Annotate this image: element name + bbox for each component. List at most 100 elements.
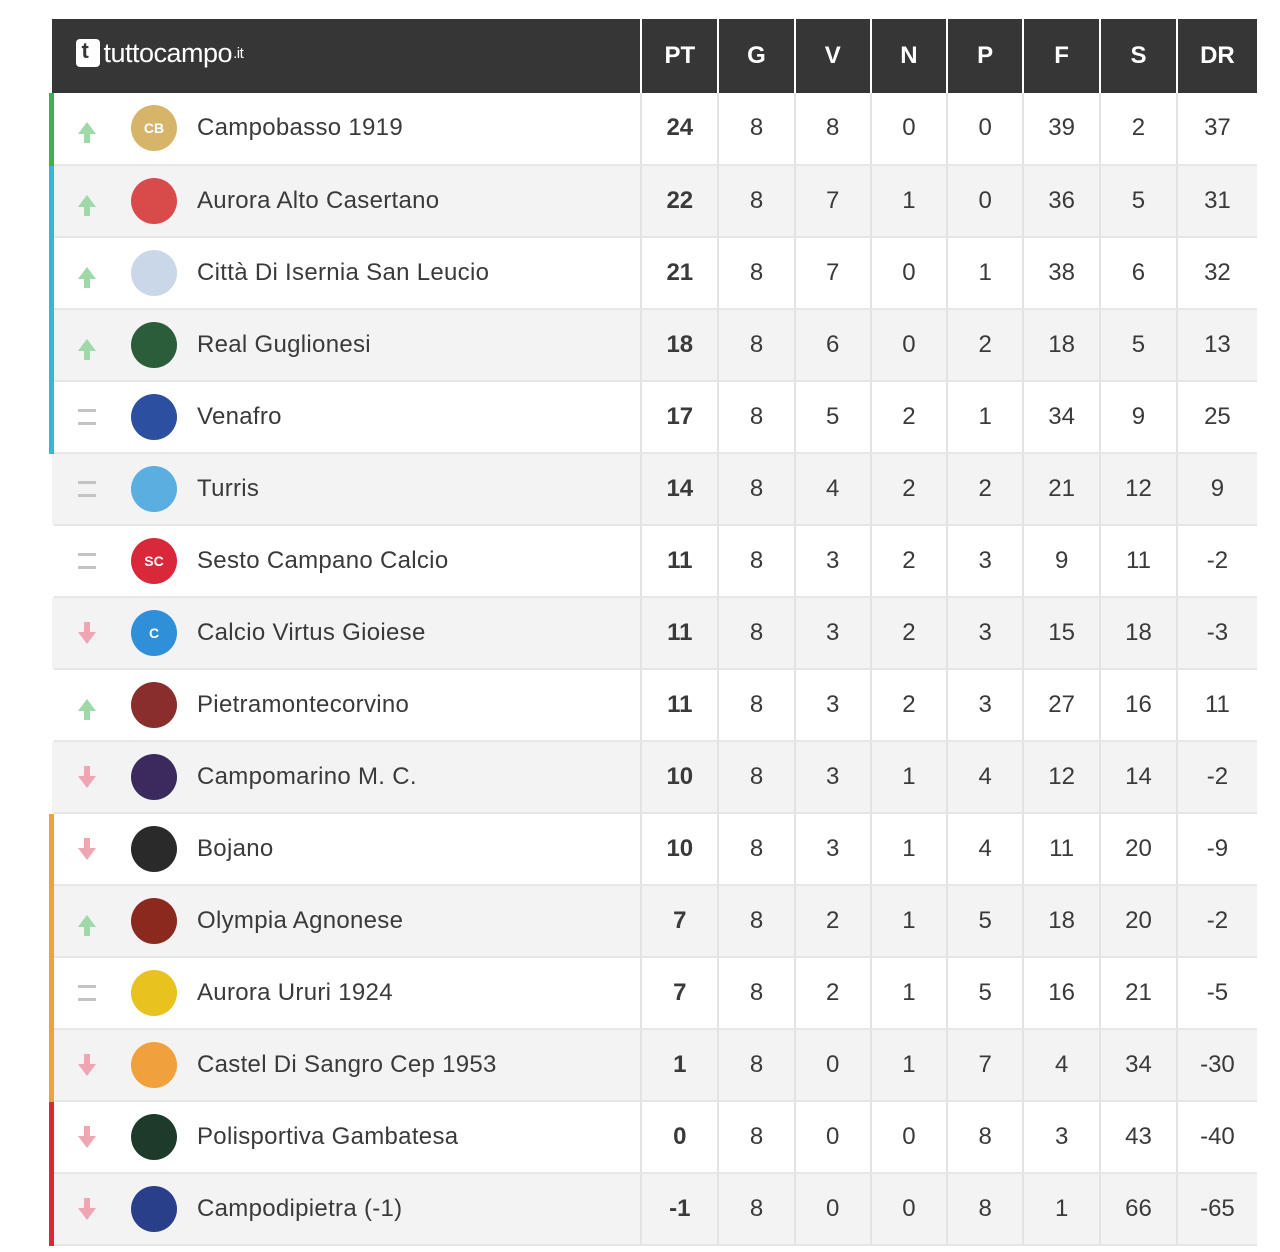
team-name[interactable]: Real Guglionesi <box>197 330 371 358</box>
stat-goal-difference: 25 <box>1175 380 1257 454</box>
stat-goals-for: 16 <box>1022 956 1101 1030</box>
table-row[interactable]: Campodipietra (-1) -1 8 0 0 8 1 66 -65 <box>49 1172 1257 1246</box>
column-header-pt[interactable]: PT <box>640 19 719 93</box>
table-row[interactable]: Castel Di Sangro Cep 1953 1 8 0 1 7 4 34 -30 <box>49 1028 1257 1102</box>
stat-goals-for: 11 <box>1022 812 1101 886</box>
stat-goals-against: 5 <box>1099 164 1177 238</box>
team-name[interactable]: Campobasso 1919 <box>197 114 403 142</box>
team-name[interactable]: Campodipietra (-1) <box>197 1194 403 1222</box>
team-name[interactable]: Pietramontecorvino <box>197 690 410 718</box>
team-name[interactable]: Castel Di Sangro Cep 1953 <box>197 1050 497 1078</box>
trend-indicator <box>76 765 98 788</box>
team-cell: Aurora Alto Casertano <box>49 164 642 238</box>
stat-won: 7 <box>793 236 871 310</box>
team-name[interactable]: Venafro <box>197 402 282 430</box>
stat-goals-for: 21 <box>1022 452 1101 526</box>
stat-goals-for: 3 <box>1022 1100 1101 1174</box>
table-row[interactable]: Campomarino M. C. 10 8 3 1 4 12 14 -2 <box>51 740 1257 814</box>
team-name[interactable]: Polisportiva Gambatesa <box>197 1122 459 1150</box>
table-row[interactable]: Venafro 17 8 5 2 1 34 9 25 <box>49 380 1257 454</box>
stat-points: 21 <box>640 236 719 310</box>
stat-drawn: 1 <box>869 884 948 958</box>
stat-drawn: 2 <box>869 452 948 526</box>
column-header-f[interactable]: F <box>1022 19 1101 93</box>
stat-goals-against: 21 <box>1099 956 1177 1030</box>
table-row[interactable]: Aurora Ururi 1924 7 8 2 1 5 16 21 -5 <box>49 956 1257 1030</box>
stat-goals-against: 16 <box>1099 668 1177 742</box>
arrow-up-icon <box>78 194 96 216</box>
team-cell: SC Sesto Campano Calcio <box>51 524 642 598</box>
stat-won: 6 <box>793 308 871 382</box>
table-row[interactable]: Turris 14 8 4 2 2 21 12 9 <box>51 452 1257 526</box>
stat-points: 11 <box>640 668 719 742</box>
tuttocampo-logo-icon <box>75 38 100 68</box>
team-name[interactable]: Calcio Virtus Gioiese <box>197 618 426 646</box>
stat-won: 2 <box>793 884 871 958</box>
column-header-v[interactable]: V <box>793 19 871 93</box>
stat-drawn: 1 <box>869 1028 948 1102</box>
brand-name: tuttocampo <box>103 37 233 68</box>
column-header-g[interactable]: G <box>717 19 795 93</box>
table-row[interactable]: Real Guglionesi 18 8 6 0 2 18 5 13 <box>49 308 1257 382</box>
stat-goals-against: 2 <box>1099 93 1177 166</box>
stat-goals-against: 9 <box>1099 380 1177 454</box>
stat-goals-for: 18 <box>1022 884 1101 958</box>
trend-indicator <box>76 1053 98 1076</box>
column-header-p[interactable]: P <box>946 19 1024 93</box>
stat-won: 5 <box>793 380 871 454</box>
team-name[interactable]: Bojano <box>197 834 274 862</box>
stat-points: 11 <box>640 596 719 670</box>
team-name[interactable]: Aurora Ururi 1924 <box>197 978 393 1006</box>
stat-points: 0 <box>640 1100 719 1174</box>
table-row[interactable]: C Calcio Virtus Gioiese 11 8 3 2 3 15 18 -3 <box>51 596 1257 670</box>
tuttocampo-logo[interactable]: tuttocampo.it <box>75 37 244 69</box>
stat-played: 8 <box>717 1028 795 1102</box>
column-header-s[interactable]: S <box>1099 19 1177 93</box>
stat-drawn: 0 <box>869 1100 948 1174</box>
stat-played: 8 <box>717 1100 795 1174</box>
team-name[interactable]: Campomarino M. C. <box>197 762 417 790</box>
stat-played: 8 <box>717 308 795 382</box>
team-name[interactable]: Turris <box>197 474 260 502</box>
stat-lost: 0 <box>946 164 1024 238</box>
stat-drawn: 2 <box>869 524 948 598</box>
stat-played: 8 <box>717 380 795 454</box>
team-name[interactable]: Aurora Alto Casertano <box>197 186 440 214</box>
column-header-dr[interactable]: DR <box>1175 19 1257 93</box>
column-header-n[interactable]: N <box>869 19 948 93</box>
stat-goal-difference: -2 <box>1175 884 1257 958</box>
arrow-down-icon <box>78 837 96 860</box>
stat-goal-difference: -9 <box>1175 812 1257 886</box>
stat-drawn: 0 <box>869 1172 948 1246</box>
stat-played: 8 <box>717 164 795 238</box>
team-cell: Bojano <box>49 812 642 886</box>
stat-goal-difference: -2 <box>1175 524 1257 598</box>
trend-indicator <box>76 621 98 644</box>
table-row[interactable]: Città Di Isernia San Leucio 21 8 7 0 1 38 6 32 <box>49 236 1257 310</box>
stat-goals-for: 15 <box>1022 596 1101 670</box>
team-name[interactable]: Città Di Isernia San Leucio <box>197 258 490 286</box>
stat-won: 0 <box>793 1172 871 1246</box>
stat-goal-difference: 13 <box>1175 308 1257 382</box>
stat-goal-difference: 32 <box>1175 236 1257 310</box>
trend-indicator <box>76 194 98 216</box>
stat-points: 17 <box>640 380 719 454</box>
team-cell: Città Di Isernia San Leucio <box>49 236 642 310</box>
table-row[interactable]: SC Sesto Campano Calcio 11 8 3 2 3 9 11 -2 <box>51 524 1257 598</box>
stat-won: 4 <box>793 452 871 526</box>
stat-goal-difference: -2 <box>1175 740 1257 814</box>
team-crest-icon: CB <box>131 105 177 152</box>
team-name[interactable]: Sesto Campano Calcio <box>197 546 449 574</box>
table-row[interactable]: Bojano 10 8 3 1 4 11 20 -9 <box>49 812 1257 886</box>
stat-goals-for: 1 <box>1022 1172 1101 1246</box>
table-row[interactable]: CB Campobasso 1919 24 8 8 0 0 39 2 37 <box>49 93 1257 166</box>
table-row[interactable]: Polisportiva Gambatesa 0 8 0 0 8 3 43 -40 <box>49 1100 1257 1174</box>
team-name[interactable]: Olympia Agnonese <box>197 906 404 934</box>
table-row[interactable]: Olympia Agnonese 7 8 2 1 5 18 20 -2 <box>49 884 1257 958</box>
trend-indicator <box>76 837 98 860</box>
team-cell: Castel Di Sangro Cep 1953 <box>49 1028 642 1102</box>
table-row[interactable]: Pietramontecorvino 11 8 3 2 3 27 16 11 <box>51 668 1257 742</box>
table-row[interactable]: Aurora Alto Casertano 22 8 7 1 0 36 5 31 <box>49 164 1257 238</box>
team-crest-icon: C <box>131 609 177 656</box>
stat-goal-difference: 9 <box>1175 452 1257 526</box>
